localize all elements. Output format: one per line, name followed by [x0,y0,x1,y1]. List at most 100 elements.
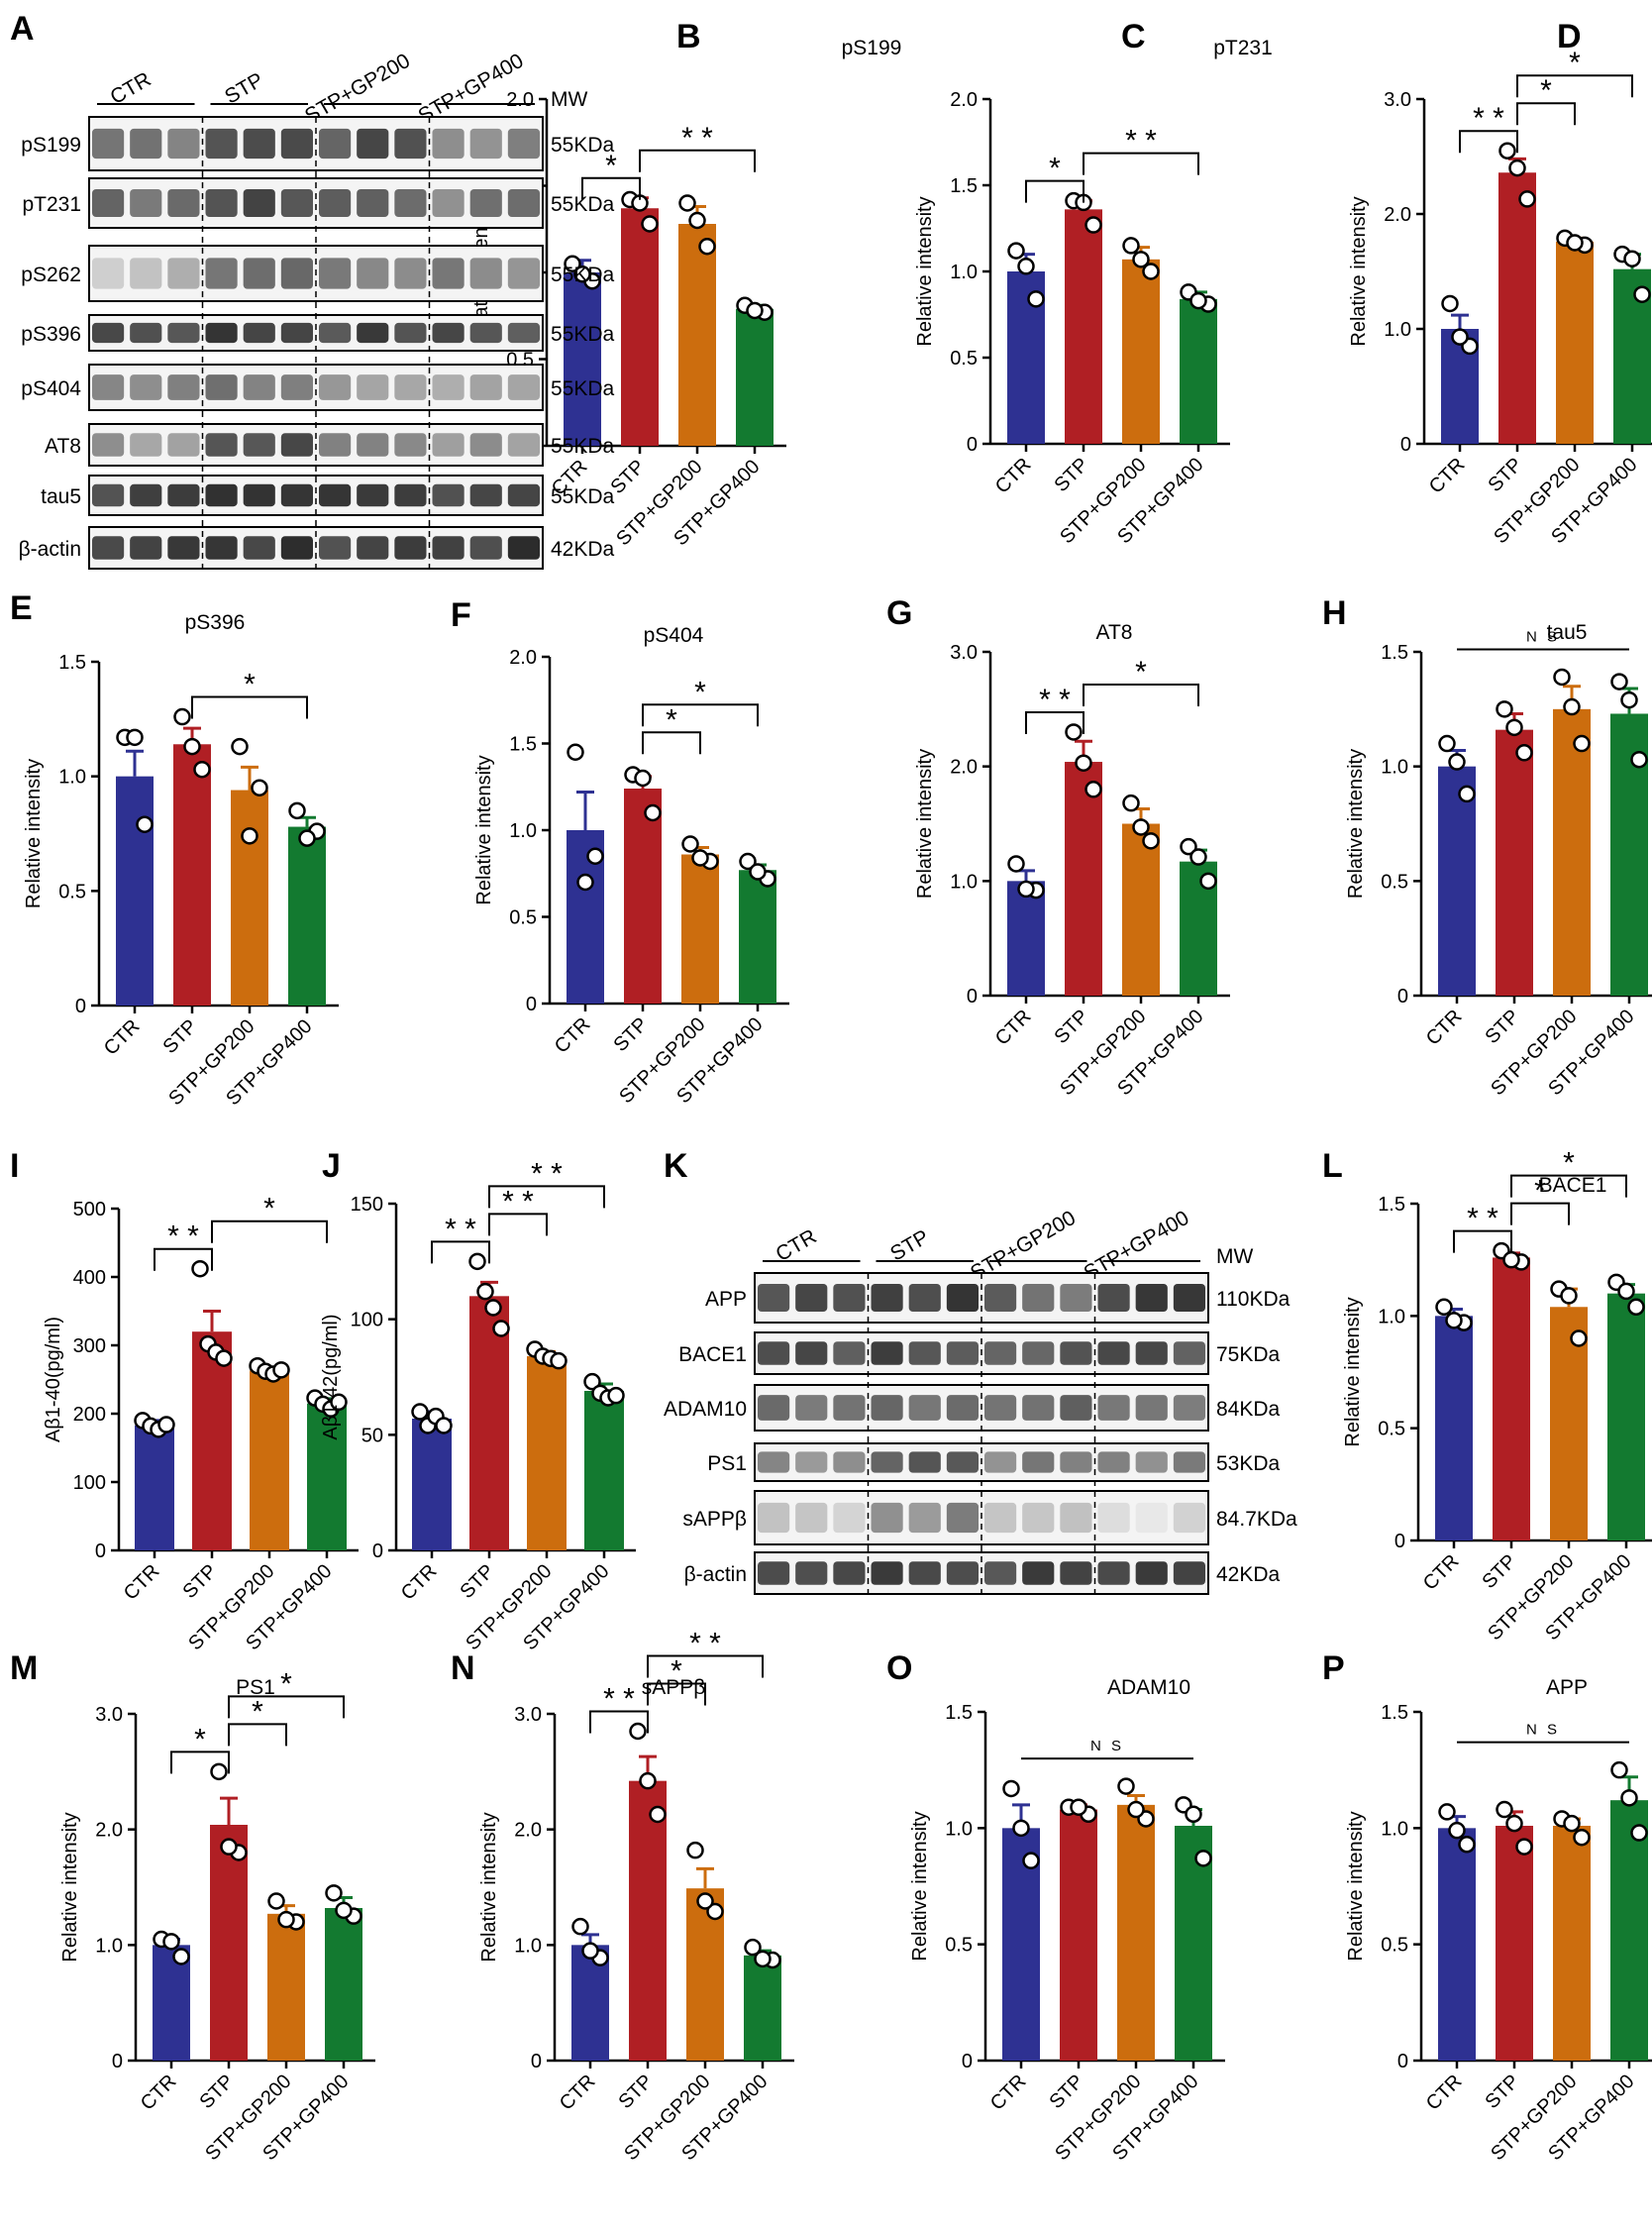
data-point [1451,328,1469,346]
row-label: β-actin [19,538,81,561]
protein-band [1135,1341,1168,1365]
data-point [1508,159,1526,177]
y-tick-label: 0 [95,1540,106,1562]
group-header: CTR [107,68,155,110]
chart-title: pS199 [842,37,902,59]
data-point [1122,794,1140,812]
y-axis-label: Aβ1-42(pg/ml) [320,1314,342,1439]
data-point [1633,285,1651,303]
bar [1493,1257,1530,1540]
bar [267,1913,305,2061]
y-tick-label: 200 [73,1404,106,1426]
significance-bracket [1083,152,1199,175]
y-axis-label: Relative intensity [473,755,495,904]
molecular-weight: 55KDa [551,485,615,508]
data-point [162,1933,180,1951]
significance-label: N S [1090,1738,1124,1754]
bar [736,308,774,446]
x-tick-label: CTR [991,1006,1036,1050]
protein-band [432,258,465,289]
panel-label: A [10,10,35,48]
data-point [649,1805,667,1824]
protein-band [319,189,352,217]
chart-title: AT8 [1096,621,1133,644]
y-tick-label: 50 [361,1425,383,1446]
panel-label: I [10,1147,19,1185]
y-axis-label: Relative intensity [914,196,936,346]
y-tick-label: 0 [531,2051,542,2072]
protein-band [507,483,540,507]
bar [739,870,776,1004]
x-tick-label: CTR [1425,454,1470,498]
data-point [193,760,211,779]
data-point [1458,1836,1476,1854]
significance-bracket [191,695,308,719]
protein-band [1060,1341,1092,1365]
protein-band [167,258,200,289]
y-tick-label: 500 [73,1199,106,1221]
protein-band [92,189,125,217]
data-point [1570,1329,1588,1347]
data-point [681,835,699,853]
significance-label: * [1569,47,1581,79]
protein-band [984,1284,1017,1312]
protein-band [319,374,352,400]
bar [469,1296,509,1550]
significance-bracket [211,1220,328,1243]
x-tick-label: STP [1481,1006,1523,1048]
protein-band [280,374,313,400]
significance-label: * [263,1193,275,1225]
data-point [1012,1819,1030,1838]
data-point [1007,242,1025,260]
data-point [1194,1850,1212,1867]
y-tick-label: 1.0 [1381,757,1408,779]
data-point [1445,1312,1463,1329]
protein-band [795,1502,828,1534]
data-point [325,1884,343,1902]
bar [629,1780,667,2061]
y-tick-label: 100 [351,1310,383,1331]
y-axis-label: Relative intensity [914,749,936,899]
protein-band [357,433,389,457]
panel-label: L [1322,1147,1343,1185]
significance-label: * * [1473,102,1504,135]
data-point [1560,1287,1578,1305]
significance-label: * [280,1667,292,1700]
data-point [1142,832,1160,850]
molecular-weight: 55KDa [551,264,615,286]
x-tick-label: STP [456,1560,498,1603]
y-tick-label: 1.5 [1378,1194,1405,1216]
data-point [607,1386,625,1405]
panel-label: E [10,589,33,627]
protein-band [795,1395,828,1421]
protein-band [167,483,200,507]
protein-band [130,374,162,400]
protein-band [1097,1561,1130,1585]
y-axis-label: Relative intensity [23,759,45,908]
protein-band [432,433,465,457]
y-tick-label: 0 [372,1540,383,1562]
protein-band [1135,1502,1168,1534]
significance-bracket [431,1240,490,1264]
protein-band [1097,1451,1130,1473]
protein-band [280,258,313,289]
data-point [272,1361,290,1379]
protein-band [205,258,238,289]
significance-bracket [1510,1174,1627,1198]
data-point [1070,1798,1087,1816]
significance-label: * * [603,1683,635,1716]
data-point [586,847,604,865]
protein-band [167,433,200,457]
protein-band [243,189,275,217]
bar [1117,1804,1155,2061]
protein-band [833,1341,866,1365]
protein-band [908,1451,941,1473]
x-tick-label: STP [1050,1006,1092,1048]
protein-band [394,128,427,159]
protein-band [795,1284,828,1312]
y-tick-label: 0.5 [945,1935,973,1957]
protein-band [984,1561,1017,1585]
y-tick-label: 0.5 [509,907,537,929]
